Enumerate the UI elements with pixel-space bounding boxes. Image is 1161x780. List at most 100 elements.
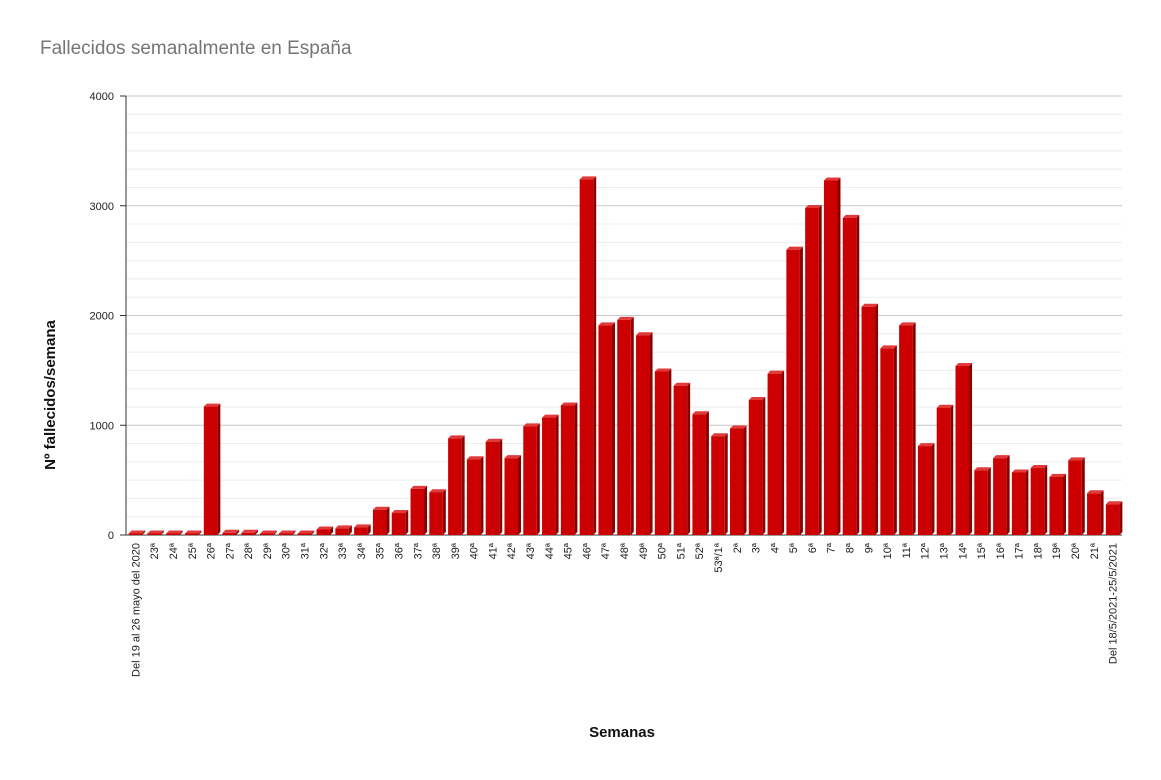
bar [805,204,822,535]
x-tick-label: 46ª [581,542,593,559]
bar-front [711,436,725,535]
bar-side [1062,473,1066,535]
bar-side [912,322,916,535]
bar-front [729,428,744,535]
bar-side [987,467,991,535]
bar [391,510,409,535]
bar-front [748,400,763,535]
bar [880,345,897,535]
bar [1011,469,1029,535]
bar-side [1100,490,1104,535]
bar [974,467,991,535]
x-tick-label: 27ª [224,542,236,559]
x-tick-labels: Del 19 al 26 mayo del 2020 23ª 24ª 25ª 26ª 27… [130,542,1119,677]
bar [748,397,766,535]
bar-side [799,246,803,535]
bar [1049,473,1066,535]
x-tick-label: 7ª [826,542,838,553]
bar [1030,465,1048,535]
x-tick-label: 5ª [788,542,800,553]
bar-side [330,526,334,535]
x-tick-label: 16ª [995,542,1007,559]
bar [654,368,672,535]
bar-side [837,177,841,535]
x-tick-label: 14ª [957,542,969,559]
bar-front [354,527,368,535]
x-tick-label: 19ª [1051,542,1063,559]
bar-front [974,470,988,535]
x-tick-label: 13ª [938,542,950,559]
x-tick-label: 37ª [412,542,424,559]
bar-front [278,533,293,535]
bar-side [160,530,164,535]
bar-top [448,435,465,439]
bar-front [1105,504,1120,535]
y-tick-label: 1000 [90,420,114,432]
bar [260,530,277,535]
bar-front [504,458,519,535]
bar-top [767,370,785,374]
y-tick-label: 0 [108,530,114,542]
bar-top [335,525,352,529]
bar-top [880,345,897,349]
x-tick-label: 3ª [751,542,763,553]
bar-top [185,530,202,534]
x-tick-label: 49ª [638,542,650,559]
bar-front [372,509,387,535]
bar-top [805,204,822,208]
bar-side [179,530,183,535]
bar-side [254,529,258,535]
x-tick-label: 38ª [431,542,443,559]
bar-top [391,510,409,514]
bar-side [555,414,559,535]
bar-top [842,214,860,218]
bar-top [485,438,503,442]
bar-front [1011,472,1026,535]
x-tick-label: 48ª [619,542,631,559]
bar-front [1030,468,1045,535]
x-tick-label: Del 19 al 26 mayo del 2020 [130,543,142,677]
x-tick-label: 44ª [544,542,556,559]
x-tick-label: 53ª/1ª [713,542,725,572]
bar-top [823,177,841,181]
bar-side [1081,457,1085,535]
bar-top [504,455,522,459]
bar-front [617,319,631,535]
bar [429,489,446,535]
bar-front [917,446,932,535]
bar [936,404,954,535]
x-tick-label: 50ª [657,542,669,559]
x-tick-label: 28ª [243,542,255,559]
bar-top [372,506,390,510]
bar [147,530,164,535]
bar [297,530,315,535]
bar-front [842,217,857,535]
x-tick-label: 24ª [168,542,180,559]
bar-front [391,513,406,535]
bar-top [560,402,578,406]
x-tick-label: 10ª [882,542,894,559]
bar [316,526,334,535]
x-tick-label: 36ª [393,542,405,559]
bar-front [1049,476,1063,535]
bar-front [936,407,951,535]
bar-front [993,458,1007,535]
bar-top [297,530,315,534]
bar [1087,490,1104,535]
bar [711,433,728,535]
x-tick-label: 41ª [487,542,499,559]
bar [955,362,973,535]
bar-top [974,467,991,471]
bar-side [236,529,240,535]
bar [729,425,747,535]
bar [354,524,371,535]
bar-top [354,524,371,528]
x-tick-label: 45ª [563,542,575,559]
x-tick-label: 12ª [920,542,932,559]
bar-side [499,438,503,535]
bar-side [574,402,578,535]
bar-side [705,411,709,535]
bar [523,423,540,535]
bar-top [617,316,634,320]
bar [203,403,221,535]
